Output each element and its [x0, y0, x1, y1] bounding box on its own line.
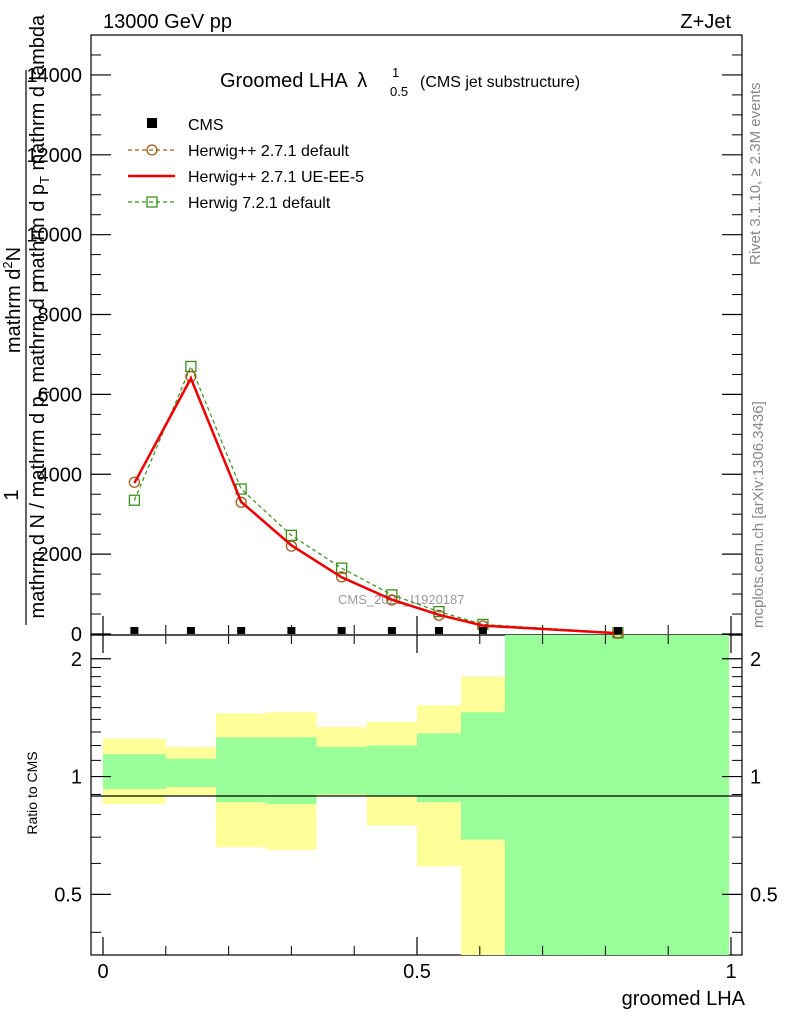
title-lambda: λ: [357, 70, 367, 92]
legend: CMS Herwig++ 2.7.1 default Herwig++ 2.7.…: [128, 117, 364, 212]
point-herwig-7-2-1-default: [285, 529, 298, 542]
data-series: [128, 360, 624, 639]
ratio-tick-label-left: 0.5: [54, 884, 82, 906]
ratio-green-band-5: [366, 745, 417, 797]
legend-label-cms: CMS: [188, 117, 224, 134]
ratio-green-band-0: [103, 754, 166, 789]
ratio-tick-label-left: 2: [71, 649, 82, 671]
point-cms: [337, 627, 346, 634]
y-label-line3: mathrm d N / mathrm d p: [27, 396, 49, 618]
ratio-tick-label-left: 1: [71, 767, 82, 789]
point-cms: [613, 627, 622, 634]
point-cms: [478, 627, 487, 634]
y-axis-label-ratio: Ratio to CMS: [24, 751, 40, 834]
y-label-line2: mathrm d p: [27, 184, 49, 285]
y-tick-label: 12000: [26, 145, 82, 167]
y-tick-label: 10000: [26, 225, 82, 247]
y-label-one: 1: [1, 489, 23, 500]
point-herwig-2-7-1-default: [335, 571, 348, 583]
ratio-green-band-8: [504, 635, 729, 955]
y-tick-label: 8000: [38, 305, 83, 327]
svg-text:mathrm d N / mathrm d pT mathr: mathrm d N / mathrm d pT mathrm d p: [27, 282, 52, 619]
y-label-line1: mathrm d: [3, 269, 25, 353]
point-cms: [434, 627, 443, 634]
point-herwig-7-2-1-default: [185, 360, 197, 373]
header-right: Z+Jet: [680, 11, 731, 33]
ratio-green-band-4: [316, 747, 367, 795]
x-tick-label: 1: [725, 961, 736, 983]
point-herwig-2-7-1-default: [235, 496, 247, 508]
y-tick-label: 14000: [26, 65, 82, 87]
point-herwig-7-2-1-default: [433, 605, 445, 618]
x-axis-label: groomed LHA: [622, 988, 746, 1010]
legend-label-herwigpp-default: Herwig++ 2.7.1 default: [188, 143, 350, 160]
point-cms: [186, 627, 195, 634]
y-tick-label: 6000: [38, 384, 83, 406]
ratio-green-band-6: [417, 733, 461, 803]
legend-marker-herwigpp-default: [146, 144, 158, 156]
point-cms: [130, 627, 139, 634]
ratio-tick-label-right: 0.5: [750, 884, 778, 906]
ratio-green-band-1: [165, 758, 217, 788]
point-herwig-7-2-1-default: [128, 494, 141, 506]
series-line-herwig-7-2-1-default: [133, 364, 618, 634]
point-cms: [387, 627, 396, 634]
title-note: (CMS jet substructure): [420, 74, 580, 91]
header-left: 13000 GeV pp: [103, 11, 232, 33]
title-sub: 0.5: [390, 84, 408, 99]
svg-text:Groomed LHA λ: Groomed LHA λ: [220, 70, 367, 92]
legend-label-herwig7-default: Herwig 7.2.1 default: [188, 195, 331, 212]
title-sup: 1: [392, 65, 399, 80]
y-tick-label: 4000: [38, 464, 83, 486]
y-axis-label-main: mathrm d2N mathrm d pT mathrm d lambda 1…: [0, 14, 52, 625]
title-main: Groomed LHA: [220, 70, 348, 92]
ratio-tick-label-right: 2: [750, 649, 761, 671]
point-herwig-7-2-1-default: [335, 562, 348, 574]
point-herwig-2-7-1-default: [285, 540, 298, 552]
legend-label-herwigpp-ueee5: Herwig++ 2.7.1 UE-EE-5: [188, 169, 364, 186]
point-herwig-2-7-1-default: [128, 476, 141, 488]
x-tick-label: 0: [97, 961, 108, 983]
ratio-green-band-3: [266, 737, 317, 805]
legend-marker-herwig7-default: [146, 196, 158, 208]
ratio-green-band-7: [460, 712, 505, 840]
ratio-bands: [103, 635, 729, 955]
legend-marker-cms: [147, 118, 157, 128]
point-cms: [287, 627, 296, 634]
side-text-rivet: Rivet 3.1.10, ≥ 2.3M events: [747, 83, 764, 266]
x-tick-label: 0.5: [403, 961, 431, 983]
analysis-watermark: CMS_2021_I1920187: [338, 592, 465, 607]
svg-text:mathrm d pT mathrm d lambda: mathrm d pT mathrm d lambda: [27, 14, 52, 285]
axis-ticks: 2000 4000 6000 8000 10000 12000 14000 0 0 0.5 1 0.5…: [26, 54, 778, 983]
side-text-mcplots: mcplots.cern.ch [arXiv:1306.3436]: [750, 401, 767, 628]
y-tick-label: 2000: [38, 544, 83, 566]
ratio-tick-label-right: 1: [750, 767, 761, 789]
point-cms: [237, 627, 246, 634]
series-line-herwig-2-7-1-ue-ee-5: [133, 375, 619, 635]
y-tick-label-zero: 0: [71, 624, 82, 646]
ratio-green-band-2: [216, 737, 267, 803]
svg-text:mathrm d2N: mathrm d2N: [0, 247, 25, 353]
plot-title: Groomed LHA λ 1 0.5 (CMS jet substructur…: [220, 65, 580, 99]
